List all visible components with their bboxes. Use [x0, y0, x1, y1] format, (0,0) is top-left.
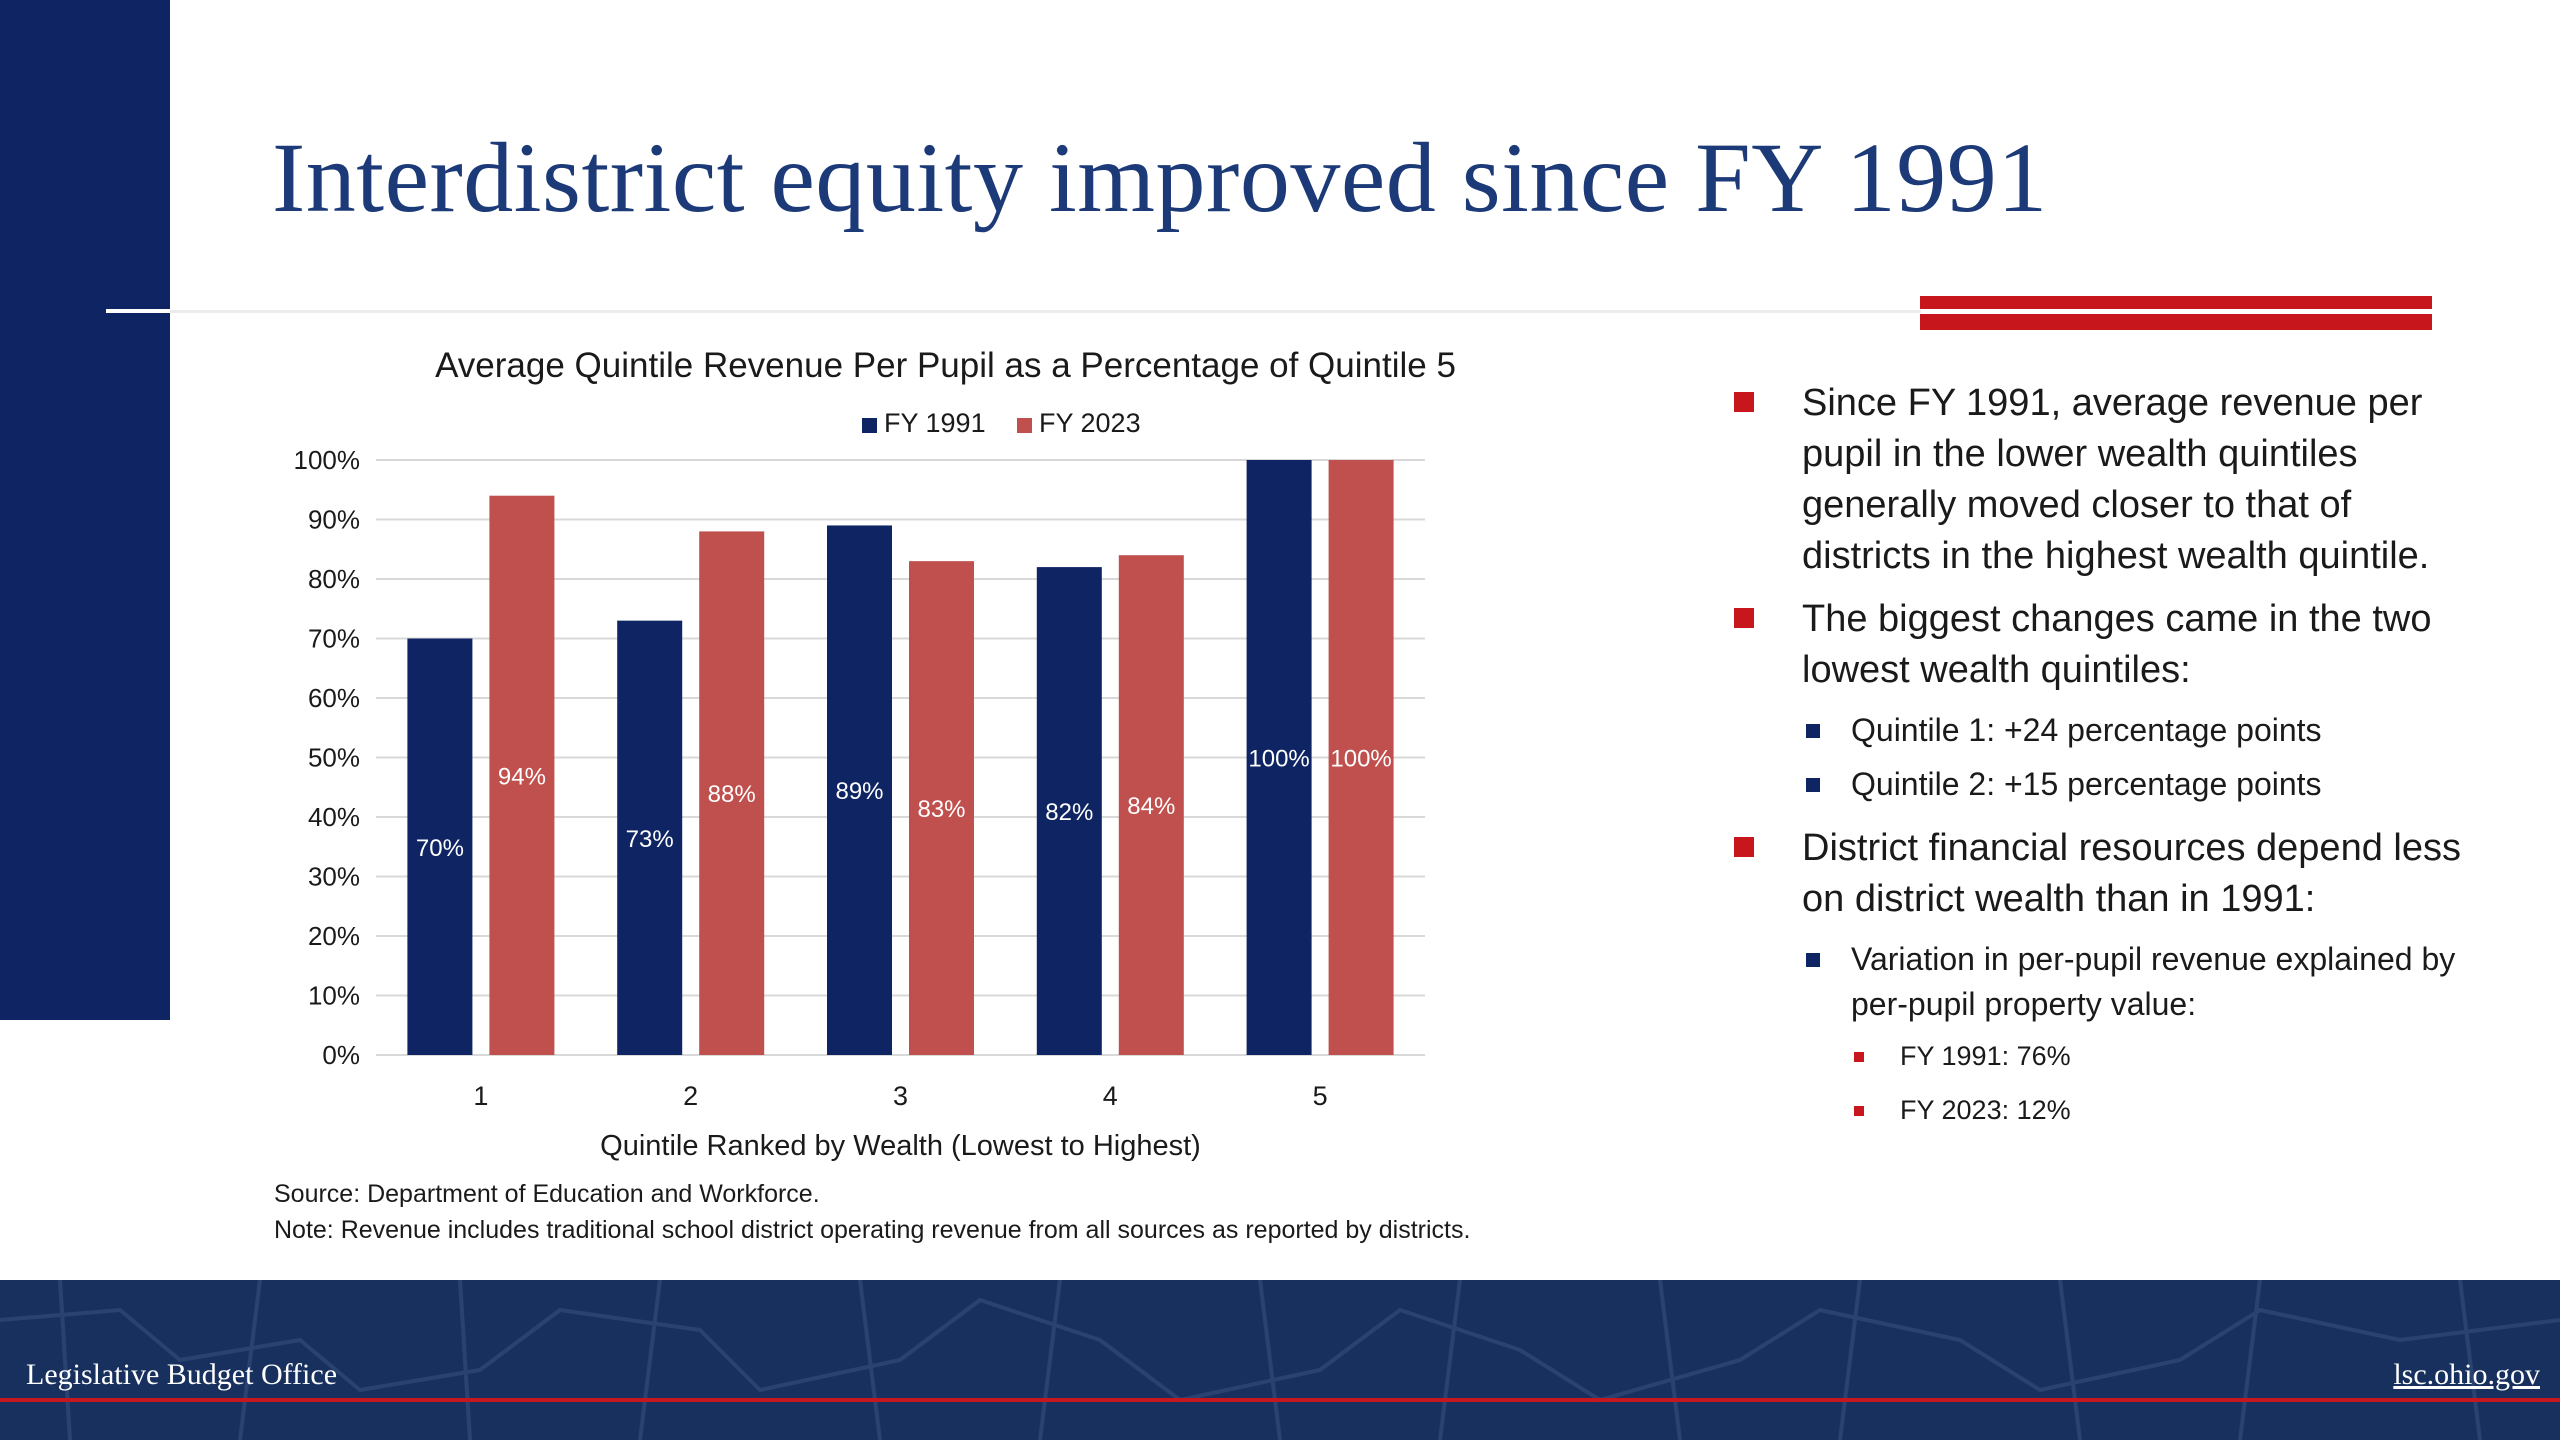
y-tick-label: 50% — [308, 743, 360, 773]
data-label: 84% — [1127, 793, 1175, 820]
title-divider-gap — [106, 309, 170, 313]
y-tick-label: 60% — [308, 683, 360, 713]
bullet-text: Since FY 1991, average revenue per pupil… — [1802, 382, 2429, 577]
y-tick-label: 40% — [308, 802, 360, 832]
sub-bullet-item: Quintile 1: +24 percentage points — [1730, 708, 2490, 753]
y-tick-label: 80% — [308, 564, 360, 594]
square-bullet-icon — [1806, 953, 1820, 967]
square-bullet-icon — [1854, 1052, 1864, 1062]
sub-sub-bullet-item: FY 2023: 12% — [1730, 1090, 2490, 1130]
y-tick-label: 10% — [308, 981, 360, 1011]
sub-bullet-text: Quintile 1: +24 percentage points — [1851, 712, 2322, 748]
title-divider — [106, 310, 1921, 313]
sub-sub-bullet-text: FY 1991: 76% — [1900, 1041, 2071, 1071]
website-link[interactable]: lsc.ohio.gov — [2393, 1358, 2540, 1392]
square-bullet-icon — [1734, 608, 1754, 628]
y-tick-label: 20% — [308, 921, 360, 951]
bullet-item: The biggest changes came in the two lowe… — [1730, 594, 2490, 696]
data-label: 88% — [708, 781, 756, 808]
sub-bullet-text: Quintile 2: +15 percentage points — [1851, 766, 2322, 802]
sub-bullet-item: Variation in per-pupil revenue explained… — [1730, 937, 2490, 1027]
bullet-item: Since FY 1991, average revenue per pupil… — [1730, 378, 2490, 582]
y-tick-label: 100% — [294, 445, 361, 475]
y-tick-label: 30% — [308, 862, 360, 892]
square-bullet-icon — [1806, 724, 1820, 738]
slide-title: Interdistrict equity improved since FY 1… — [272, 120, 2048, 235]
data-label: 100% — [1248, 746, 1309, 773]
data-label: 70% — [416, 835, 464, 862]
square-bullet-icon — [1734, 392, 1754, 412]
legend-swatch-1 — [862, 418, 877, 433]
chart-container: Average Quintile Revenue Per Pupil as a … — [240, 335, 1620, 1255]
chart-title: Average Quintile Revenue Per Pupil as a … — [435, 346, 1456, 385]
x-tick-label: 2 — [683, 1081, 698, 1111]
data-label: 94% — [498, 763, 546, 790]
bullet-item: District financial resources depend less… — [1730, 823, 2490, 925]
footer-bar: Legislative Budget Office lsc.ohio.gov — [0, 1280, 2560, 1440]
bullet-list: Since FY 1991, average revenue per pupil… — [1730, 378, 2490, 1144]
footer-red-line — [0, 1398, 2560, 1402]
square-bullet-icon — [1806, 778, 1820, 792]
data-label: 82% — [1045, 799, 1093, 826]
x-tick-label: 4 — [1103, 1081, 1118, 1111]
data-label: 89% — [835, 778, 883, 805]
bullet-text: District financial resources depend less… — [1802, 827, 2461, 920]
red-accent-bars — [1920, 296, 2432, 336]
x-tick-label: 3 — [893, 1081, 908, 1111]
x-tick-label: 5 — [1313, 1081, 1328, 1111]
left-navy-bar — [0, 0, 170, 1020]
data-label: 73% — [626, 826, 674, 853]
data-label: 100% — [1330, 746, 1391, 773]
sub-bullet-item: Quintile 2: +15 percentage points — [1730, 762, 2490, 807]
data-label: 83% — [917, 796, 965, 823]
legend-label-2: FY 2023 — [1039, 408, 1141, 438]
sub-bullet-text: Variation in per-pupil revenue explained… — [1851, 941, 2455, 1022]
y-tick-label: 90% — [308, 505, 360, 535]
square-bullet-icon — [1734, 837, 1754, 857]
note-text: Note: Revenue includes traditional schoo… — [274, 1212, 1470, 1248]
organization-name: Legislative Budget Office — [26, 1358, 337, 1392]
legend-label-1: FY 1991 — [884, 408, 986, 438]
sub-sub-bullet-text: FY 2023: 12% — [1900, 1095, 2071, 1125]
square-bullet-icon — [1854, 1106, 1864, 1116]
legend-swatch-2 — [1017, 418, 1032, 433]
y-tick-label: 0% — [322, 1040, 360, 1070]
x-tick-label: 1 — [473, 1081, 488, 1111]
chart-notes: Source: Department of Education and Work… — [274, 1176, 1470, 1248]
sub-sub-bullet-item: FY 1991: 76% — [1730, 1036, 2490, 1076]
bullet-text: The biggest changes came in the two lowe… — [1802, 598, 2432, 691]
bar-chart: Average Quintile Revenue Per Pupil as a … — [240, 335, 1620, 1255]
y-tick-label: 70% — [308, 624, 360, 654]
footer-map-pattern — [0, 1280, 2560, 1440]
source-text: Source: Department of Education and Work… — [274, 1176, 1470, 1212]
x-axis-title: Quintile Ranked by Wealth (Lowest to Hig… — [600, 1130, 1201, 1162]
